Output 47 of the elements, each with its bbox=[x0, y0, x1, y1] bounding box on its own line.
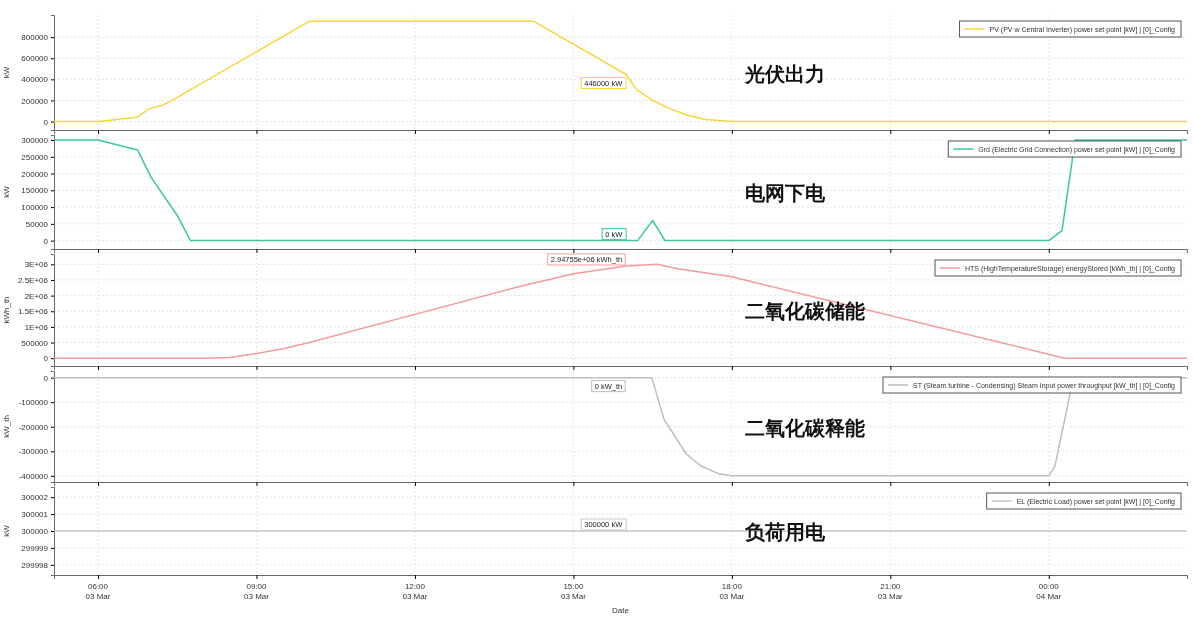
y-tick-label: -300000 bbox=[18, 447, 49, 457]
y-axis-title: kWh_th bbox=[2, 296, 11, 324]
y-tick-label: 0 bbox=[43, 117, 49, 127]
x-tick-label: 18:00 03 Mar bbox=[719, 582, 745, 601]
y-tick-label: 400000 bbox=[21, 75, 49, 85]
y-tick-label: 100000 bbox=[21, 203, 49, 213]
x-tick-label: 15:00 03 Mar bbox=[560, 582, 587, 601]
annotation: 电网下电 bbox=[745, 182, 827, 204]
x-tick-label: 21:00 03 Mar bbox=[877, 582, 904, 601]
y-tick-label: 3E+06 bbox=[24, 260, 49, 270]
annotation: 二氧化碳释能 bbox=[745, 416, 866, 439]
y-tick-label: 300001 bbox=[21, 510, 49, 520]
x-axis-title: Date bbox=[612, 606, 630, 615]
y-tick-label: 0 bbox=[43, 373, 49, 383]
y-tick-label: 200000 bbox=[21, 169, 49, 179]
y-tick-label: -400000 bbox=[18, 471, 49, 481]
y-tick-label: 500000 bbox=[21, 338, 49, 348]
y-tick-label: -100000 bbox=[18, 398, 49, 408]
y-tick-label: 250000 bbox=[21, 152, 49, 162]
x-tick-label: 06:00 03 Mar bbox=[85, 582, 111, 601]
y-tick-label: 299998 bbox=[21, 560, 49, 570]
y-tick-label: 300002 bbox=[21, 493, 49, 503]
y-tick-label: 0 bbox=[43, 236, 49, 246]
y-tick-label: 1.5E+06 bbox=[17, 307, 49, 317]
x-tick-label: 09:00 03 Mar bbox=[244, 582, 270, 601]
y-tick-label: 200000 bbox=[21, 96, 49, 106]
y-tick-label: 600000 bbox=[21, 54, 49, 64]
y-tick-label: 800000 bbox=[21, 33, 49, 43]
y-axis-title: kW bbox=[2, 524, 11, 537]
y-tick-label: 2E+06 bbox=[24, 291, 49, 301]
y-tick-label: 50000 bbox=[25, 219, 49, 229]
y-tick-label: 299999 bbox=[21, 543, 49, 553]
y-tick-label: 150000 bbox=[21, 186, 49, 196]
y-axis-title: kW_th bbox=[2, 415, 11, 438]
x-tick-label: 12:00 03 Mar bbox=[402, 582, 428, 601]
y-tick-label: 300000 bbox=[21, 136, 49, 146]
annotation: 负荷用电 bbox=[744, 521, 827, 543]
y-tick-label: 2.5E+06 bbox=[17, 276, 49, 286]
y-tick-label: 1E+06 bbox=[24, 322, 49, 332]
y-tick-label: 300000 bbox=[21, 527, 49, 537]
annotation: 二氧化碳储能 bbox=[745, 300, 866, 322]
y-tick-label: -200000 bbox=[18, 422, 49, 432]
annotation: 光伏出力 bbox=[744, 62, 826, 85]
y-tick-label: 0 bbox=[43, 354, 49, 364]
y-axis-title: kW bbox=[2, 185, 11, 198]
x-tick-label: 00:00 04 Mar bbox=[1036, 582, 1062, 601]
y-axis-title: kW bbox=[2, 66, 11, 79]
